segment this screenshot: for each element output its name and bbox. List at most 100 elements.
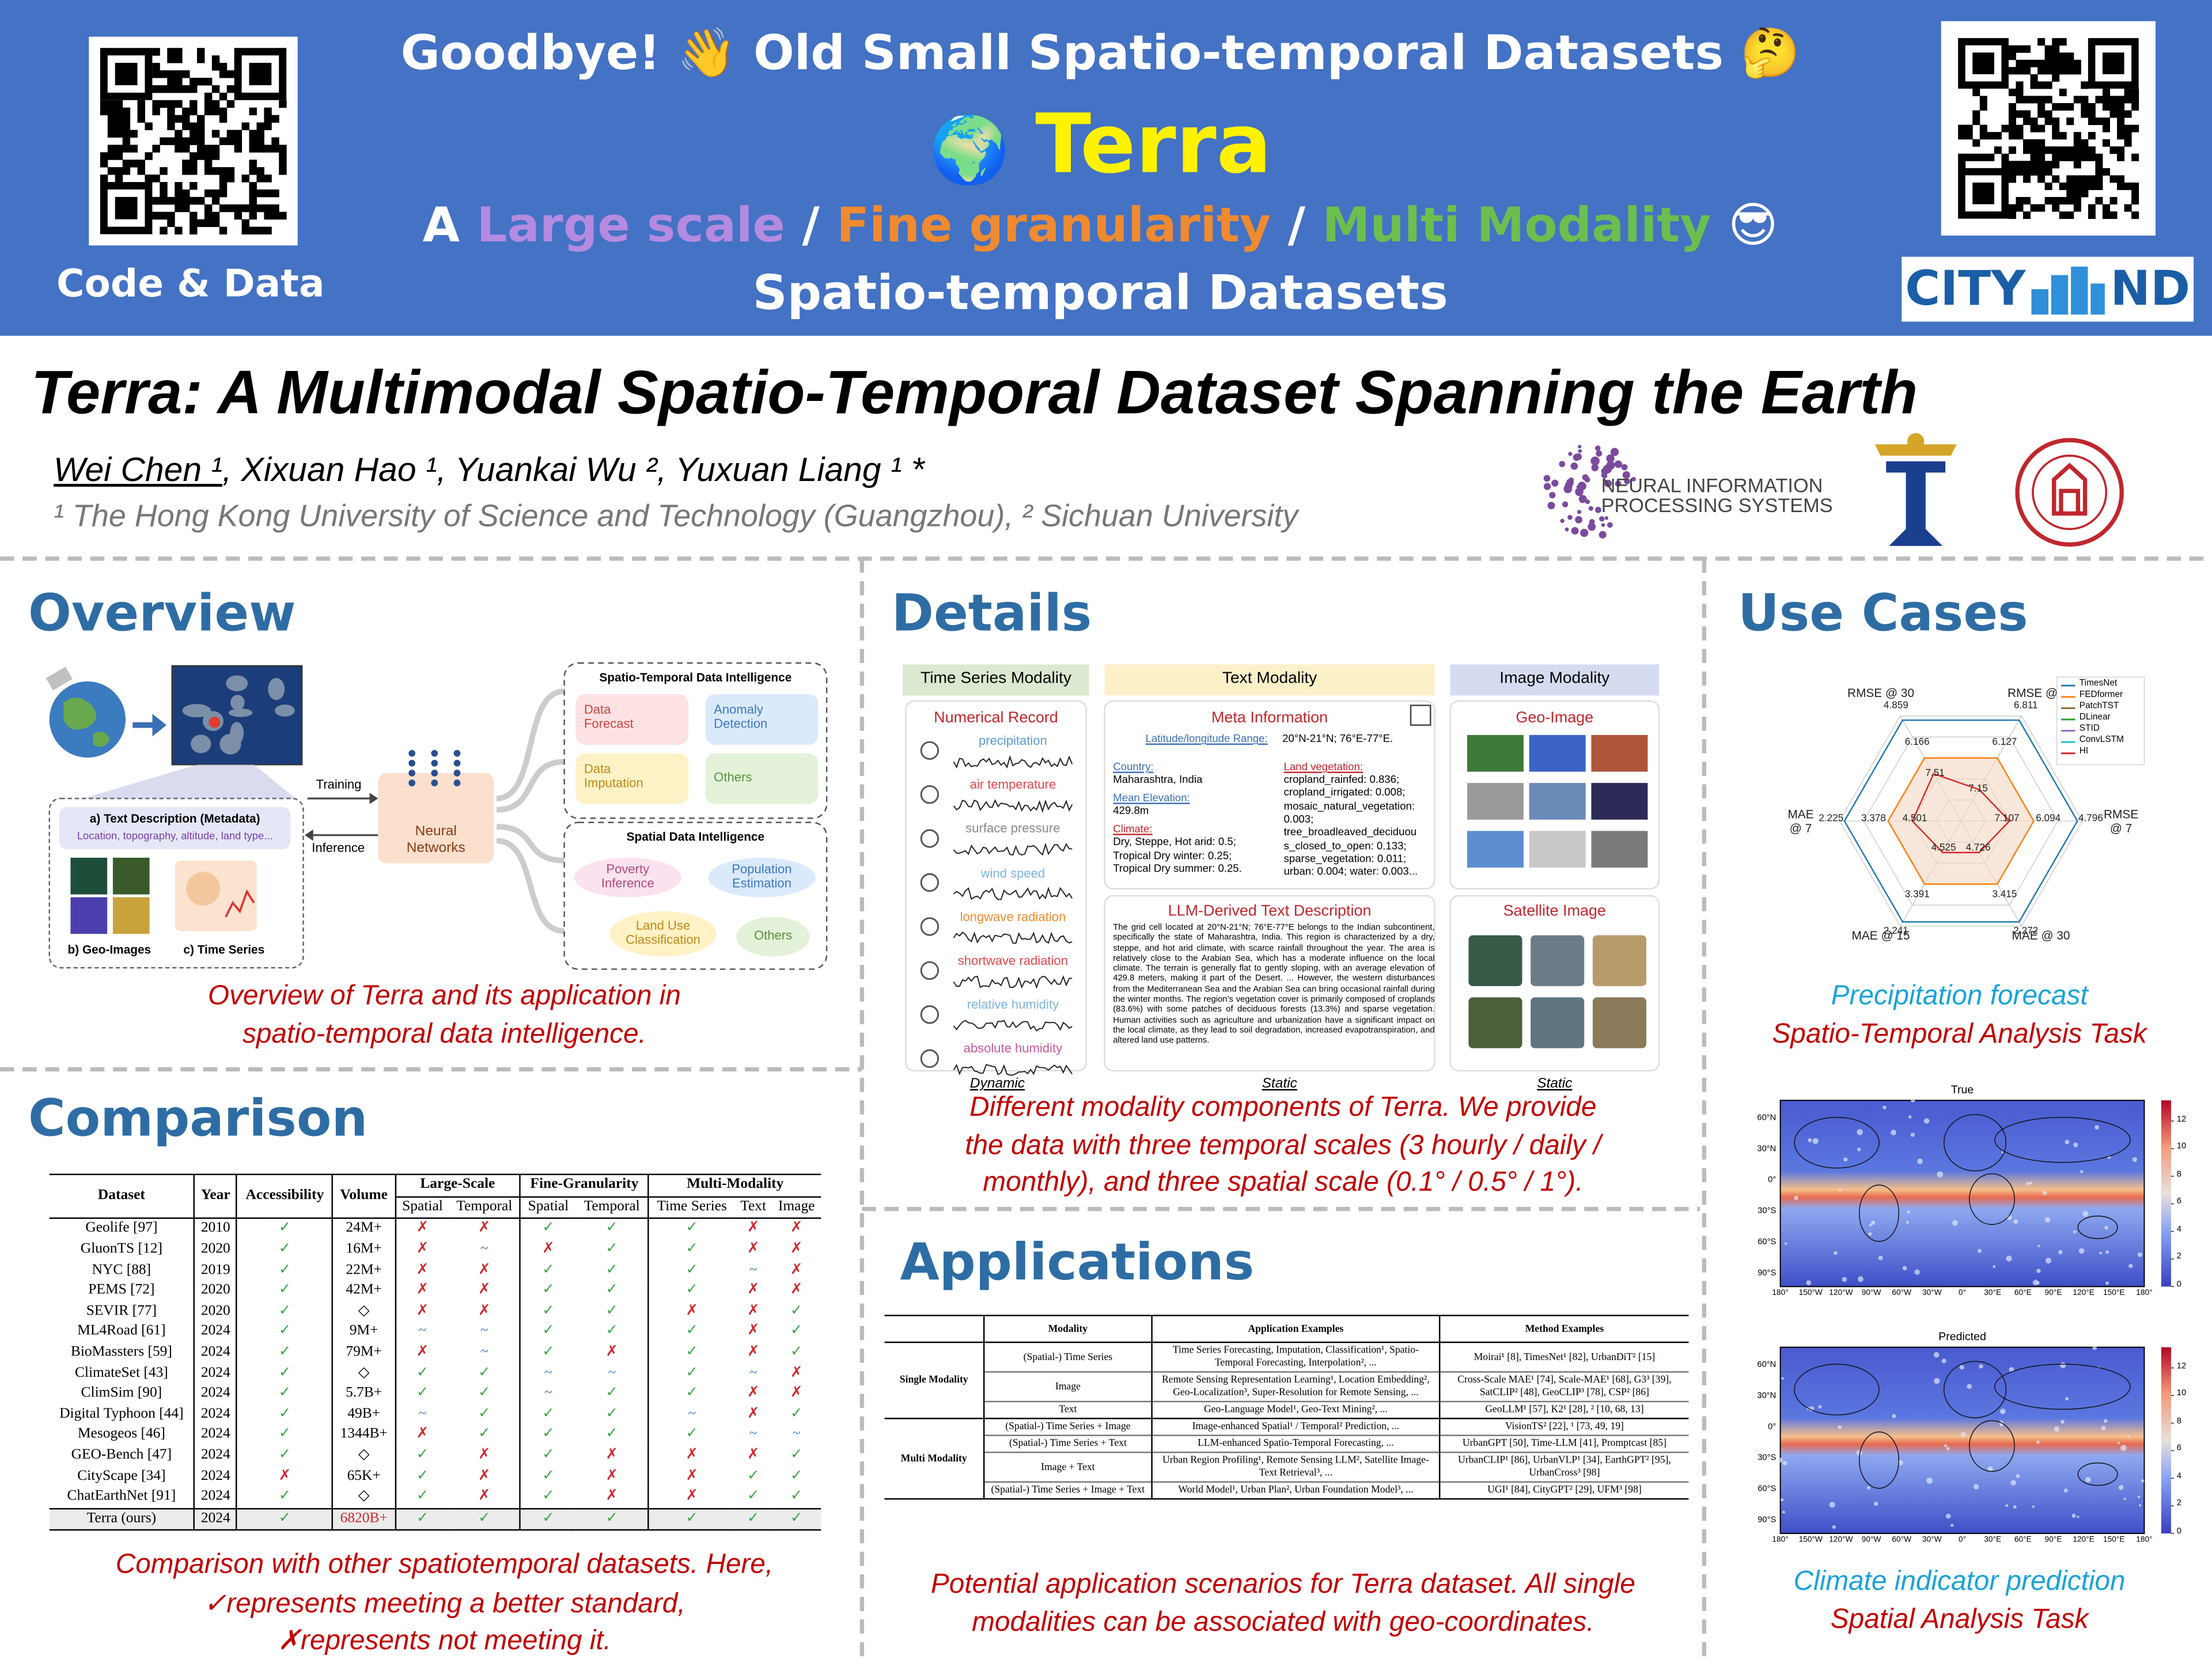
lon-label: 180° xyxy=(2136,1536,2153,1545)
qr-cell xyxy=(2016,168,2024,176)
heatmap-speck xyxy=(2032,1505,2035,1508)
table-cell: ✓ xyxy=(394,1363,449,1384)
task-label: Others xyxy=(714,770,752,785)
map-title: Predicted xyxy=(1938,1330,1986,1343)
table-cell: Text xyxy=(983,1402,1152,1419)
variable-icon xyxy=(920,917,940,936)
meta-value: Tropical Dry winter: 0.25; xyxy=(1113,849,1232,862)
qr-cell xyxy=(2008,175,2016,183)
satellite-thumb xyxy=(1468,935,1522,986)
qr-cell xyxy=(182,204,190,213)
table-row: GEO-Bench [47] 2024 ✓ ◇ ✓ ✗ ✓ ✗ ✗ ✗ ✓ xyxy=(50,1445,821,1467)
nn-node xyxy=(431,779,438,787)
variable-series xyxy=(953,1020,1073,1032)
table-cell: ✓ xyxy=(394,1486,449,1508)
qr-cell xyxy=(2088,175,2096,183)
table-cell: 9M+ xyxy=(332,1322,395,1343)
task-label: Anomaly xyxy=(714,702,763,717)
legend-label: PatchTST xyxy=(2079,701,2119,711)
qr-finder xyxy=(115,196,138,219)
heatmap-speck xyxy=(1838,1425,1842,1429)
qr-cell xyxy=(2059,146,2067,154)
table-cell: ✓ xyxy=(605,1241,618,1257)
qr-cell xyxy=(190,130,198,138)
table-cell: 2020 xyxy=(194,1281,237,1302)
neurips-text: NEURAL INFORMATION xyxy=(1601,474,1823,497)
qr-cell xyxy=(175,100,183,108)
section-heading: Details xyxy=(891,585,1092,643)
table-cell: 65K+ xyxy=(332,1466,395,1487)
table-cell: ✗ xyxy=(790,1282,803,1298)
table-cell: ✓ xyxy=(647,1508,735,1531)
task-label: Forecast xyxy=(584,717,634,731)
heatmap-speck xyxy=(1878,1255,1883,1260)
qr-cell xyxy=(2073,67,2081,75)
table-cell: ✓ xyxy=(647,1363,735,1384)
qr-cell xyxy=(2124,182,2132,190)
qr-cell xyxy=(2073,132,2081,140)
qr-cell xyxy=(226,175,235,183)
qr-cell xyxy=(2052,38,2060,46)
qr-cell xyxy=(2059,211,2067,219)
qr-cell xyxy=(2102,204,2110,212)
logo-shape xyxy=(2015,438,2124,547)
qr-cell xyxy=(2037,124,2046,132)
qr-cell xyxy=(219,167,228,175)
logo-dot xyxy=(1610,448,1619,456)
table-subheader: Spatial xyxy=(519,1196,576,1219)
table-cell: LLM-enhanced Spatio-Temporal Forecasting… xyxy=(1151,1435,1440,1453)
qr-cell xyxy=(249,189,257,198)
qr-cell xyxy=(196,55,205,63)
colorbar-label: 2 xyxy=(2176,1253,2181,1262)
qr-cell xyxy=(175,48,183,56)
qr-cell xyxy=(2088,118,2096,126)
table-row: Multi Modality (Spatial-) Time Series + I… xyxy=(884,1418,1689,1464)
logo-dot xyxy=(1563,484,1573,494)
map-land xyxy=(182,704,211,718)
heatmap-speck xyxy=(2105,1250,2109,1254)
table-cell: ✗ xyxy=(394,1218,449,1240)
qr-cell xyxy=(175,130,183,138)
header-line3-part: / xyxy=(1287,197,1306,254)
qr-cell xyxy=(190,211,198,220)
qr-cell xyxy=(256,189,264,198)
qr-cell xyxy=(256,122,264,130)
lon-label: 120°E xyxy=(2073,1289,2094,1298)
qr-cell xyxy=(196,115,205,123)
logo-dot xyxy=(1590,456,1600,465)
icon xyxy=(1410,704,1431,726)
qr-cell xyxy=(256,175,264,183)
qr-cell xyxy=(182,196,190,205)
qr-cell xyxy=(2066,118,2074,126)
qr-cell xyxy=(2066,175,2074,183)
table-cell: ✓ xyxy=(647,1322,735,1343)
table-cell: ✗ xyxy=(394,1281,449,1302)
legend-label: DLinear xyxy=(2079,712,2111,722)
qr-cell xyxy=(2052,118,2060,126)
qr-cell xyxy=(2037,38,2046,46)
qr-cell xyxy=(271,145,279,153)
logo-icon xyxy=(2031,266,2105,315)
table-cell: ✓ xyxy=(236,1240,333,1260)
logo-dot xyxy=(1578,445,1582,449)
heatmap-speck xyxy=(2009,1367,2014,1373)
lon-label: 90°W xyxy=(1861,1536,1881,1545)
heatmap-speck xyxy=(2037,1244,2040,1248)
qr-cell xyxy=(196,196,205,205)
heatmap-speck xyxy=(2127,1435,2130,1438)
qr-cell xyxy=(2117,96,2125,104)
qr-cell xyxy=(107,122,116,130)
table-cell: ✓ xyxy=(519,1425,576,1446)
qr-cell xyxy=(2030,146,2038,154)
qr-cell xyxy=(190,167,198,175)
heatmap-field xyxy=(1779,1100,2145,1287)
qr-cell xyxy=(175,137,183,145)
heatmap-speck xyxy=(1917,1158,1923,1164)
header-line2: 🌍 Terra xyxy=(607,96,1594,192)
heatmap-speck xyxy=(2044,1217,2051,1223)
radar-value: 7.51 xyxy=(1925,769,1945,779)
table-cell: ✗ xyxy=(478,1303,491,1319)
qr-cell xyxy=(271,137,279,145)
table-cell: ✗ xyxy=(747,1406,760,1422)
figure-label: Training xyxy=(316,777,362,791)
